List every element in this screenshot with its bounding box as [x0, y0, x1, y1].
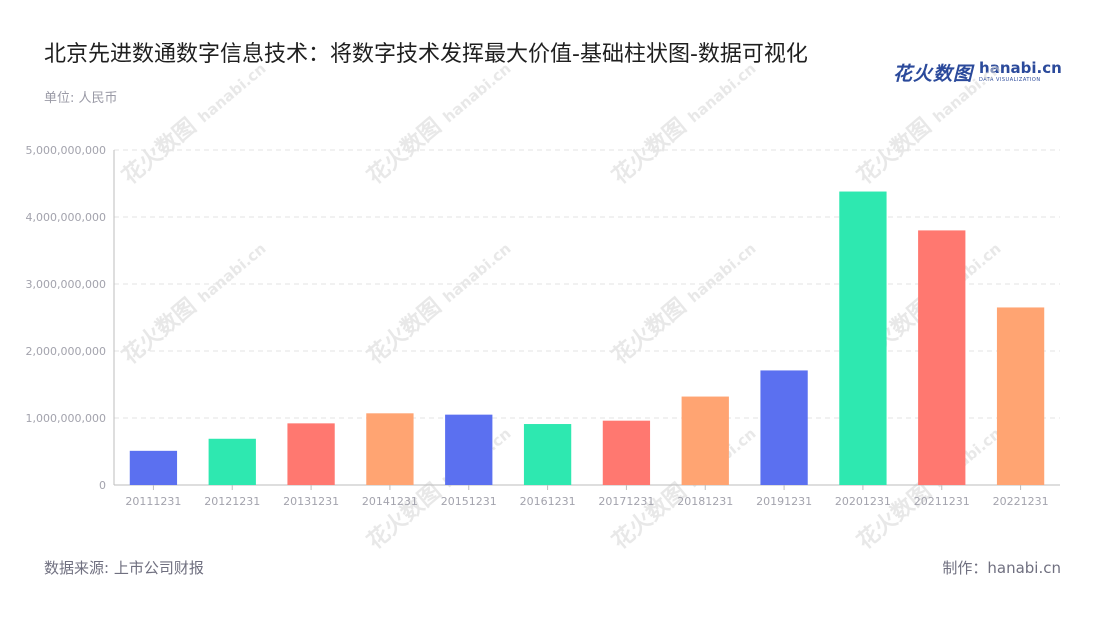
- bar-20121231: [208, 438, 256, 485]
- watermark-cn-text: 花火数图: [117, 293, 201, 369]
- watermark-cn-text: 花火数图: [362, 478, 446, 554]
- bar-20111231: [129, 450, 178, 485]
- brand-logo: 花火数图 hanabi.cn DATA VISUALIZATION: [893, 58, 1062, 86]
- y-tick-label: 0: [99, 479, 106, 492]
- bar-20211231: [918, 230, 966, 485]
- watermark-en-text: hanabi.cn: [440, 239, 515, 306]
- logo-en-block: hanabi.cn DATA VISUALIZATION: [979, 61, 1062, 83]
- x-tick-label: 20151231: [441, 495, 497, 508]
- y-tick-label: 2,000,000,000: [26, 345, 106, 358]
- x-tick-label: 20141231: [362, 495, 418, 508]
- watermark-en-text: hanabi.cn: [685, 59, 760, 126]
- bar-20171231: [602, 420, 651, 485]
- bar-20151231: [445, 414, 493, 485]
- bar-20131231: [287, 423, 335, 485]
- logo-en-text: hanabi.cn: [979, 59, 1062, 77]
- watermark-cn-text: 花火数图: [362, 113, 446, 189]
- y-tick-label: 4,000,000,000: [26, 211, 106, 224]
- bar-20141231: [366, 413, 414, 485]
- x-tick-label: 20111231: [125, 495, 181, 508]
- unit-label: 单位: 人民币: [44, 91, 118, 106]
- watermark-cn-text: 花火数图: [362, 293, 446, 369]
- data-source: 数据来源: 上市公司财报: [44, 559, 204, 577]
- watermark-en-text: hanabi.cn: [440, 59, 515, 126]
- watermark-en-text: hanabi.cn: [195, 59, 270, 126]
- x-tick-label: 20191231: [756, 495, 812, 508]
- x-tick-label: 20211231: [914, 495, 970, 508]
- watermark-cn-text: 花火数图: [607, 478, 691, 554]
- y-tick-label: 5,000,000,000: [26, 144, 106, 157]
- bar-20191231: [760, 370, 808, 485]
- watermark-cn-text: 花火数图: [852, 113, 936, 189]
- watermark-en-text: hanabi.cn: [930, 59, 1005, 126]
- watermark-en-text: hanabi.cn: [195, 239, 270, 306]
- bar-20221231: [996, 307, 1045, 485]
- credit-label: 制作：hanabi.cn: [942, 559, 1061, 577]
- watermark-cn-text: 花火数图: [117, 113, 201, 189]
- x-tick-label: 20201231: [835, 495, 891, 508]
- bar-20201231: [839, 191, 887, 486]
- logo-sub-text: DATA VISUALIZATION: [979, 77, 1041, 83]
- logo-cn-text: 花火数图: [893, 62, 974, 85]
- watermark-en-text: hanabi.cn: [685, 239, 760, 306]
- bar-20161231: [523, 424, 572, 485]
- y-tick-label: 3,000,000,000: [26, 278, 106, 291]
- y-tick-label: 1,000,000,000: [26, 412, 106, 425]
- x-tick-label: 20131231: [283, 495, 339, 508]
- watermark-cn-text: 花火数图: [607, 113, 691, 189]
- x-tick-label: 20121231: [204, 495, 260, 508]
- bar-20181231: [681, 396, 729, 485]
- chart-title: 北京先进数通数字信息技术：将数字技术发挥最大价值-基础柱状图-数据可视化: [44, 42, 808, 67]
- x-tick-label: 20161231: [520, 495, 576, 508]
- x-tick-label: 20221231: [993, 495, 1049, 508]
- watermark-cn-text: 花火数图: [607, 293, 691, 369]
- x-tick-label: 20171231: [598, 495, 654, 508]
- watermark-cn-text: 花火数图: [852, 478, 936, 554]
- x-tick-label: 20181231: [677, 495, 733, 508]
